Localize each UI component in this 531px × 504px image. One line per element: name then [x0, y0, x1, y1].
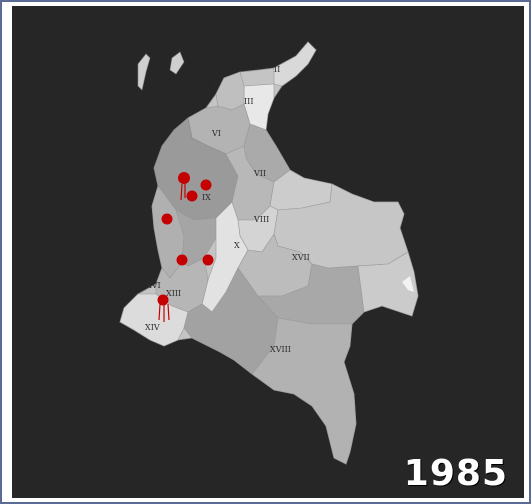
event-marker-5	[176, 254, 188, 266]
label-region-ii: II	[274, 65, 280, 74]
region-guajira	[273, 41, 317, 87]
event-marker-4	[161, 213, 173, 225]
label-region-xvii: XVII	[292, 253, 310, 262]
event-marker-6	[202, 254, 214, 266]
label-region-ix: IX	[202, 193, 211, 202]
event-markers	[157, 172, 214, 322]
colombia-map: II III V VI VII VIII IX X XIII XIV XVI X…	[119, 41, 419, 465]
white-sliver-east	[402, 276, 414, 292]
region-atlantico	[215, 71, 245, 111]
label-region-vi: VI	[211, 129, 221, 138]
map-panel: II III V VI VII VIII IX X XIII XIV XVI X…	[12, 6, 524, 498]
label-region-iii: III	[244, 97, 253, 106]
island-san-andres	[137, 53, 151, 91]
event-marker-3	[186, 190, 198, 202]
event-marker-7	[157, 294, 170, 322]
region-amazonas	[251, 317, 357, 465]
label-region-viii: VIII	[253, 215, 269, 224]
island-providencia	[169, 51, 185, 75]
label-region-xvi: XVI	[146, 281, 161, 290]
region-vaupes	[357, 251, 419, 317]
label-region-xviii: XVIII	[270, 345, 291, 354]
label-region-xiv: XIV	[145, 323, 160, 332]
label-region-vii: VII	[253, 169, 266, 178]
label-region-x: X	[234, 241, 240, 250]
event-marker-1	[178, 172, 190, 201]
label-region-v: V	[211, 79, 218, 88]
label-region-xiii: XIII	[166, 289, 181, 298]
event-marker-2	[200, 179, 212, 191]
year-label: 1985	[403, 453, 508, 494]
